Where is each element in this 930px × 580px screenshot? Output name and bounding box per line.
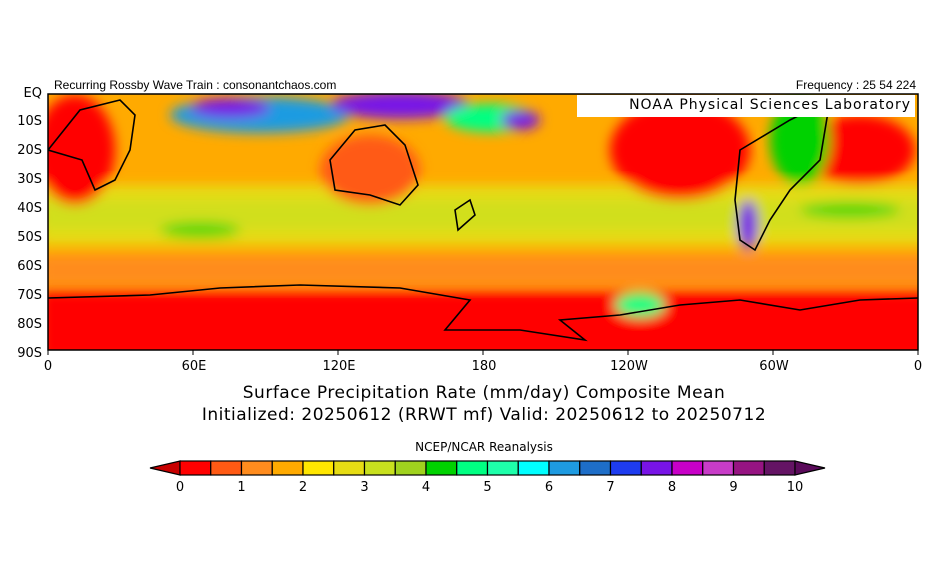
- maritime-continent-wet: [330, 94, 470, 119]
- colorbar-tick-label: 5: [483, 480, 492, 495]
- lat-tick-label: 70S: [17, 288, 42, 303]
- lon-tick-label: 60W: [759, 359, 789, 374]
- australia-coast: [329, 124, 419, 206]
- colorbar-tick-label: 2: [298, 480, 308, 495]
- colorbar-swatch: [425, 460, 458, 476]
- colorbar-swatch: [486, 460, 519, 476]
- australia-dry: [320, 135, 420, 205]
- lon-tick-label: 120W: [610, 359, 648, 374]
- lat-tick-label: 40S: [17, 201, 42, 216]
- lon-tick-label: 180: [471, 359, 497, 374]
- precip-field: [48, 94, 918, 350]
- lon-tick-label: 60E: [181, 359, 207, 374]
- colorbar-swatch: [240, 460, 273, 476]
- colorbar-over-arrow: [794, 460, 826, 476]
- colorbar-tick-label: 10: [786, 480, 804, 495]
- chart-title: Surface Precipitation Rate (mm/day) Comp…: [242, 383, 726, 403]
- lat-tick-label: 90S: [17, 346, 42, 361]
- colorbar-swatch: [333, 460, 366, 476]
- new-zealand-coast: [454, 198, 476, 232]
- atlantic-storm-track: [800, 202, 900, 218]
- antarctic-dry: [48, 290, 918, 350]
- colorbar-swatch: [302, 460, 335, 476]
- lon-tick-label: 0: [43, 359, 53, 374]
- indian-ocean-core: [190, 98, 270, 118]
- chile-coast-wet: [738, 200, 758, 250]
- lon-tick-label: 0: [913, 359, 923, 374]
- south-atlantic-east-dry: [48, 95, 115, 205]
- lat-tick-label: 50S: [17, 230, 42, 245]
- chart-subtitle: Initialized: 20250612 (RRWT mf) Valid: 2…: [201, 405, 767, 425]
- colorbar: [149, 460, 826, 476]
- se-pacific-dry: [610, 100, 750, 200]
- colorbar-swatch: [517, 460, 550, 476]
- south-atlantic-dry: [805, 115, 915, 185]
- data-source: NCEP/NCAR Reanalysis: [415, 440, 553, 454]
- colorbar-swatch: [579, 460, 612, 476]
- colorbar-swatch: [210, 460, 243, 476]
- subpolar-band: [48, 255, 918, 285]
- brazil-coast-wet: [770, 95, 830, 185]
- colorbar-tick-label: 3: [360, 480, 369, 495]
- colorbar-tick-label: 0: [175, 480, 185, 495]
- indian-storm-track: [160, 222, 240, 238]
- axis-ticks: [47, 350, 919, 355]
- colorbar-swatch: [609, 460, 642, 476]
- colorbar-swatch: [640, 460, 673, 476]
- lon-tick-label: 120E: [322, 359, 356, 374]
- colorbar-tick-label: 6: [544, 480, 554, 495]
- antarctica-coast: [48, 284, 918, 342]
- lat-tick-label: EQ: [23, 86, 42, 101]
- frequency-text: Frequency : 25 54 224: [795, 78, 916, 92]
- colorbar-swatch: [763, 460, 796, 476]
- colorbar-tick-label: 9: [729, 480, 738, 495]
- colorbar-tick-label: 7: [606, 480, 615, 495]
- colorbar-swatch: [548, 460, 581, 476]
- noaa-lab-label: NOAA Physical Sciences Laboratory: [577, 95, 915, 117]
- colorbar-swatch: [363, 460, 396, 476]
- colorbar-swatch: [702, 460, 735, 476]
- colorbar-tick-label: 4: [421, 480, 431, 495]
- colorbar-under-arrow: [149, 460, 181, 476]
- lat-tick-label: 80S: [17, 317, 42, 332]
- lat-tick-label: 60S: [17, 259, 42, 274]
- colorbar-swatch: [271, 460, 304, 476]
- colorbar-swatch: [179, 460, 212, 476]
- colorbar-swatch: [732, 460, 765, 476]
- lat-tick-label: 30S: [17, 172, 42, 187]
- lat-tick-label: 20S: [17, 143, 42, 158]
- colorbar-swatch: [671, 460, 704, 476]
- colorbar-swatch: [394, 460, 427, 476]
- colorbar-tick-label: 8: [667, 480, 677, 495]
- spcz-core: [500, 110, 540, 130]
- colorbar-tick-label: 1: [237, 480, 246, 495]
- lat-tick-label: 10S: [17, 114, 42, 129]
- amundsen-sea-wet: [615, 293, 665, 317]
- header-left-text: Recurring Rossby Wave Train : consonantc…: [54, 78, 337, 92]
- colorbar-swatch: [456, 460, 489, 476]
- africa-coast: [48, 99, 136, 192]
